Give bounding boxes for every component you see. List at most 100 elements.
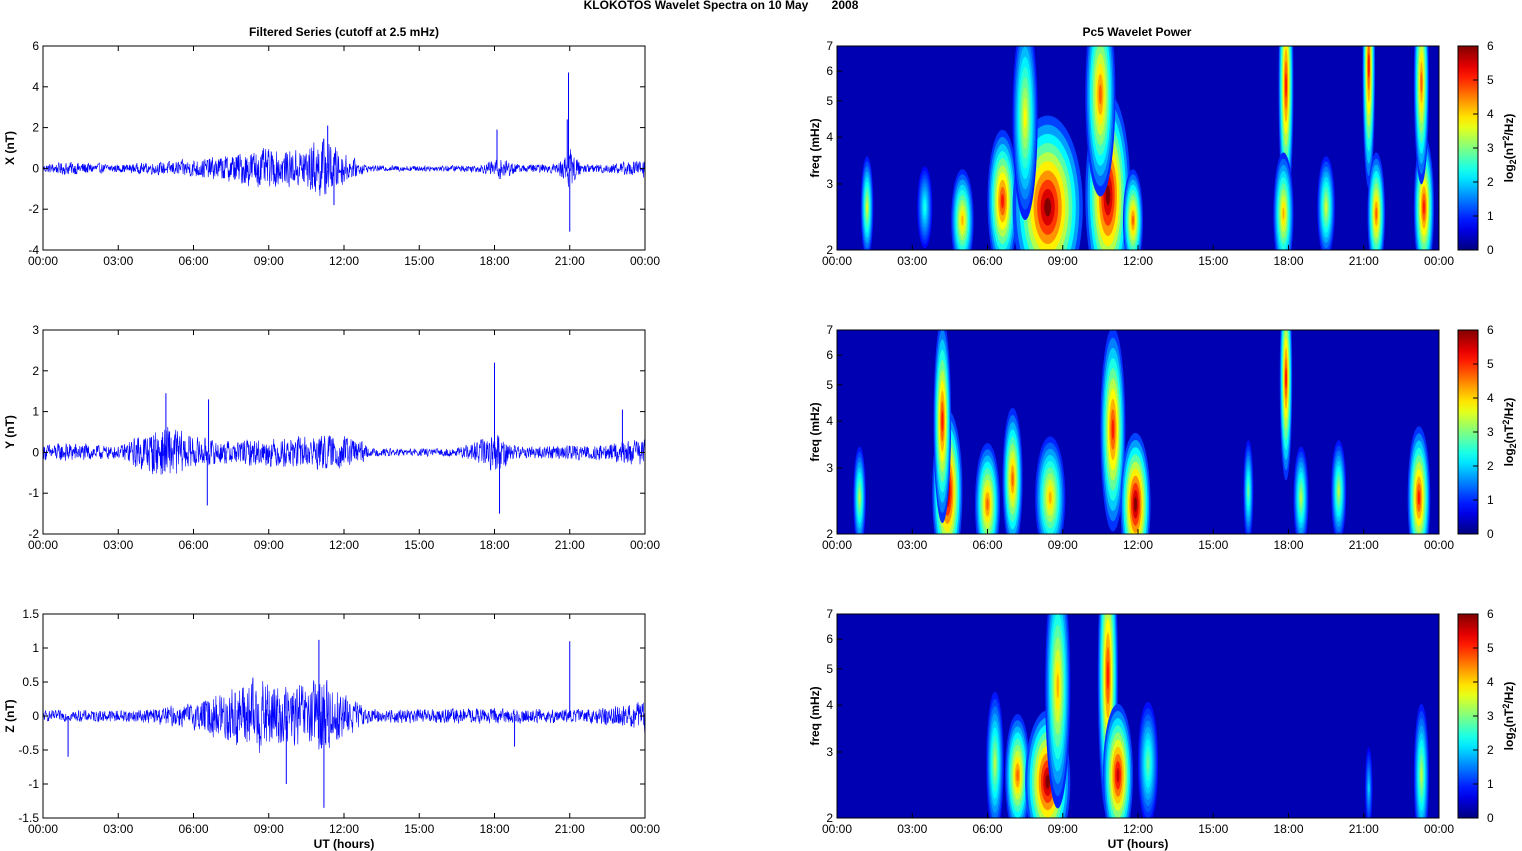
x-tick-label: 09:00 (254, 254, 284, 268)
heatmap-cell (1023, 107, 1027, 129)
plot-frame (42, 329, 646, 535)
heatmap-cell (923, 203, 926, 212)
y-tick-label: 5 (826, 378, 833, 392)
colorbar-tick-label: 0 (1487, 811, 1494, 825)
heatmap-cell (1048, 491, 1052, 504)
y-axis-label: X (nT) (3, 131, 17, 165)
y-tick-label: 0 (32, 161, 39, 175)
series-panel-z: -1.5 -1 -0.5 0 0.5 1 1.5 00:00 03:00 06:00 09:00 12… (3, 607, 660, 851)
heatmap-cell (941, 410, 944, 432)
x-tick-label: 03:00 (897, 822, 927, 836)
colorbar-label-part: (nT (1502, 708, 1516, 727)
colorbar-label: log2(nT2/Hz) (1501, 682, 1518, 751)
y-tick-label: -1 (28, 486, 39, 500)
x-tick-label: 15:00 (404, 822, 434, 836)
heatmap-cell (1131, 215, 1134, 226)
colorbar-label: log2(nT2/Hz) (1501, 398, 1518, 467)
y-tick-label: 0 (32, 709, 39, 723)
x-tick-label: 00:00 (28, 538, 58, 552)
heatmap-cell (1045, 774, 1050, 789)
colorbar-tick-label: 2 (1487, 743, 1494, 757)
colorbar-tick-label: 6 (1487, 323, 1494, 337)
x-tick-label: 00:00 (630, 254, 660, 268)
wavelet-panel-x: 2 3 4 5 6 7 00:00 03:00 06:00 09:00 12:00 15:00 18:0… (808, 39, 1518, 268)
y-tick-label: 4 (826, 698, 833, 712)
y-tick-label: -0.5 (18, 743, 39, 757)
x-tick-label: 21:00 (555, 822, 585, 836)
colorbar-tick-label: 2 (1487, 459, 1494, 473)
y-tick-label: 7 (826, 39, 833, 53)
y-tick-label: 6 (826, 64, 833, 78)
y-tick-label: 5 (826, 662, 833, 676)
series-panel-x: -4 -2 0 2 4 6 00:00 03:00 06:00 09:00 12:00 15:00 18… (3, 39, 660, 268)
x-tick-label: 00:00 (630, 538, 660, 552)
y-tick-label: 4 (826, 414, 833, 428)
colorbar-label-part: 2 (1501, 704, 1511, 709)
heatmap-cell (1001, 193, 1005, 209)
y-tick-label: 2 (826, 811, 833, 825)
colorbar-tick-label: 5 (1487, 73, 1494, 87)
heatmap-cell (1116, 768, 1120, 783)
x-tick-label: 18:00 (479, 254, 509, 268)
colorbar-label: log2(nT2/Hz) (1501, 114, 1518, 183)
x-tick-label: 06:00 (972, 822, 1002, 836)
colorbar-tick-label: 4 (1487, 107, 1494, 121)
series-line-x (42, 138, 646, 197)
x-tick-label: 03:00 (897, 254, 927, 268)
y-tick-label: 1.5 (22, 607, 39, 621)
y-tick-label: -1.5 (18, 811, 39, 825)
y-tick-label: 3 (32, 323, 39, 337)
x-tick-label: 03:00 (103, 538, 133, 552)
colorbar-tick-label: 6 (1487, 607, 1494, 621)
heatmap-background (837, 614, 1439, 818)
x-axis-label: UT (hours) (314, 837, 375, 851)
y-axis-label: freq (mHz) (808, 118, 822, 177)
x-tick-label: 06:00 (972, 254, 1002, 268)
colorbar-label-part: log (1502, 732, 1516, 750)
y-tick-label: -2 (28, 202, 39, 216)
y-axis-label: freq (mHz) (808, 686, 822, 745)
y-tick-label: 2 (32, 364, 39, 378)
x-tick-label: 12:00 (1123, 538, 1153, 552)
heatmap-cell (1422, 200, 1425, 215)
series-line-z (42, 677, 646, 753)
x-tick-label: 06:00 (178, 538, 208, 552)
x-tick-label: 12:00 (329, 538, 359, 552)
x-tick-label: 00:00 (822, 822, 852, 836)
panels: -4 -2 0 2 4 6 00:00 03:00 06:00 09:00 12:00 15:00 18… (3, 39, 1518, 851)
colorbar-label-part: 2 (1508, 159, 1518, 164)
y-tick-label: 6 (826, 348, 833, 362)
wavelet-panel-y: 2 3 4 5 6 7 00:00 03:00 06:00 09:00 12:00 15:00 18:0… (808, 323, 1518, 552)
x-tick-label: 12:00 (329, 822, 359, 836)
x-tick-label: 12:00 (1123, 254, 1153, 268)
x-tick-label: 00:00 (28, 254, 58, 268)
x-tick-label: 09:00 (254, 538, 284, 552)
colorbar-tick-label: 3 (1487, 709, 1494, 723)
colorbar-label-part: 2 (1508, 727, 1518, 732)
y-axis-label: Y (nT) (3, 415, 17, 449)
x-tick-label: 00:00 (822, 538, 852, 552)
colorbar-tick-label: 3 (1487, 425, 1494, 439)
x-tick-label: 00:00 (630, 822, 660, 836)
heatmap-features (860, 46, 1434, 250)
y-tick-label: 6 (826, 632, 833, 646)
colorbar-label-part: /Hz) (1502, 398, 1516, 420)
colorbar-tick-label: 4 (1487, 391, 1494, 405)
heatmap-cell (1367, 784, 1370, 793)
y-tick-label: 7 (826, 323, 833, 337)
heatmap-cell (1420, 72, 1423, 93)
heatmap-cell (1337, 486, 1340, 497)
x-tick-label: 21:00 (1349, 254, 1379, 268)
y-tick-label: 1 (32, 641, 39, 655)
colorbar-tick-label: 1 (1487, 209, 1494, 223)
x-tick-label: 15:00 (1198, 254, 1228, 268)
y-axis-label: Z (nT) (3, 699, 17, 732)
colorbar-label-part: /Hz) (1502, 114, 1516, 136)
heatmap-cell (1056, 673, 1059, 699)
colorbar-tick-label: 1 (1487, 493, 1494, 507)
colorbar-label-part: log (1502, 164, 1516, 182)
heatmap-cell (1105, 185, 1111, 206)
y-tick-label: 7 (826, 607, 833, 621)
x-tick-label: 09:00 (1048, 538, 1078, 552)
